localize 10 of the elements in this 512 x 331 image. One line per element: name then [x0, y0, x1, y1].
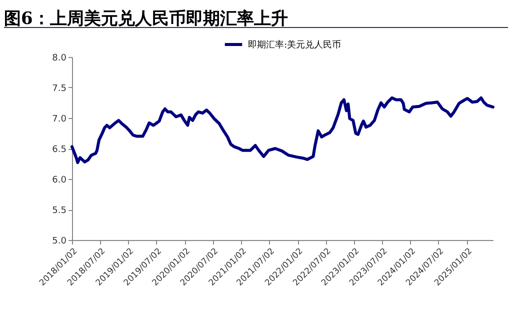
y-tick-label: 6.5 [52, 145, 66, 155]
y-tick-label: 5.0 [52, 236, 67, 246]
y-tick-label: 8.0 [52, 54, 67, 64]
legend-label: 即期汇率:美元兑人民币 [248, 40, 342, 50]
chart-title: 图6：上周美元兑人民币即期汇率上升 [4, 9, 288, 29]
y-tick-label: 5.5 [52, 206, 66, 216]
y-tick-label: 7.0 [52, 114, 67, 124]
line-series [70, 96, 494, 164]
y-tick-label: 6.0 [52, 176, 67, 186]
y-tick-label: 7.5 [52, 84, 66, 94]
